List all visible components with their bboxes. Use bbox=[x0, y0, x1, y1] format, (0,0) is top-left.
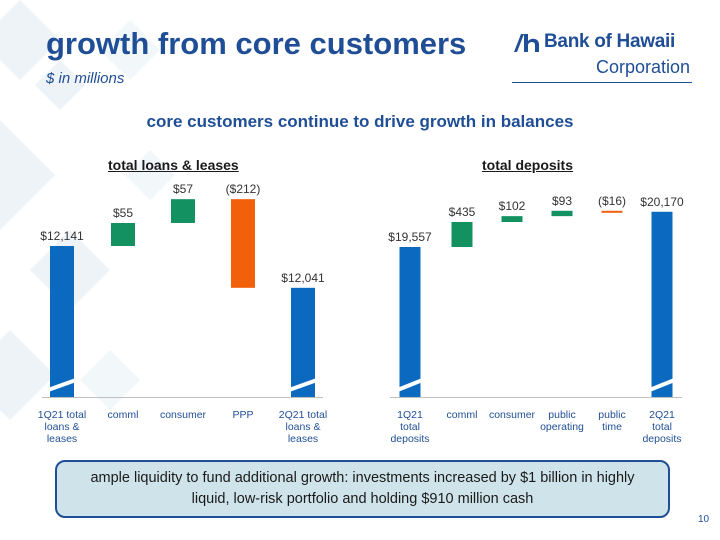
deposits-axis-break-0 bbox=[396, 378, 424, 392]
deposits-bar-5 bbox=[651, 211, 673, 397]
loans-bar-1 bbox=[111, 223, 135, 246]
loans-chart-title: total loans & leases bbox=[108, 157, 239, 173]
deposits-data-label-0: $19,557 bbox=[388, 230, 432, 244]
loans-data-label-0: $12,141 bbox=[40, 229, 84, 243]
deposits-category-label-4: public time bbox=[598, 409, 625, 433]
company-logo: Bank of Hawaii Corporation bbox=[512, 30, 692, 83]
logo-underline bbox=[512, 82, 692, 83]
loans-bar-4 bbox=[291, 287, 315, 397]
logo-name: Bank of Hawaii bbox=[544, 31, 675, 52]
bank-of-hawaii-logo-icon bbox=[514, 34, 539, 52]
slide-title: growth from core customers bbox=[46, 26, 467, 61]
deposits-category-label-5: 2Q21 total deposits bbox=[642, 409, 681, 445]
deposits-category-label-1: comml bbox=[447, 409, 478, 421]
page-number: 10 bbox=[698, 514, 710, 525]
deposits-data-label-3: $93 bbox=[552, 194, 572, 208]
loans-bar-3 bbox=[231, 199, 255, 288]
deposits-category-label-2: consumer bbox=[489, 409, 536, 421]
deposits-bar-4 bbox=[601, 210, 623, 213]
logo-corporation: Corporation bbox=[596, 57, 691, 77]
slide-subtitle: $ in millions bbox=[46, 70, 125, 87]
deposits-bar-0 bbox=[399, 247, 421, 397]
loans-axis-break-4 bbox=[288, 378, 318, 392]
deposits-data-label-5: $20,170 bbox=[640, 195, 684, 209]
loans-category-label-4: 2Q21 total loans & leases bbox=[279, 409, 327, 445]
callout-text: ample liquidity to fund additional growt… bbox=[90, 470, 635, 507]
deposits-bar-3 bbox=[551, 210, 573, 217]
deposits-axis-break-5 bbox=[648, 378, 676, 392]
loans-data-label-2: $57 bbox=[173, 182, 193, 196]
loans-category-label-1: comml bbox=[108, 409, 139, 421]
deposits-bar-1 bbox=[451, 222, 473, 247]
loans-axis-break-0 bbox=[47, 378, 77, 392]
deposits-category-label-3: public operating bbox=[540, 409, 584, 433]
deposits-bar-2 bbox=[501, 216, 523, 222]
loans-data-label-4: $12,041 bbox=[281, 271, 325, 285]
loans-data-label-3: ($212) bbox=[226, 182, 261, 196]
deposits-category-label-0: 1Q21 total deposits bbox=[390, 409, 429, 445]
loans-data-label-1: $55 bbox=[113, 206, 133, 220]
loans-category-label-3: PPP bbox=[232, 409, 253, 421]
loans-category-label-0: 1Q21 total loans & leases bbox=[38, 409, 86, 445]
deposits-data-label-2: $102 bbox=[499, 199, 526, 213]
deposits-data-label-1: $435 bbox=[449, 205, 476, 219]
deposits-data-label-4: ($16) bbox=[598, 194, 626, 208]
headline: core customers continue to drive growth … bbox=[146, 112, 574, 131]
loans-bar-2 bbox=[171, 199, 195, 223]
deposits-chart-title: total deposits bbox=[482, 157, 574, 173]
loans-category-label-2: consumer bbox=[160, 409, 207, 421]
waterfall-charts: $12,141 1Q21 total loans & leases $55 comml $5… bbox=[38, 182, 684, 445]
liquidity-callout: ample liquidity to fund additional growt… bbox=[55, 460, 670, 518]
loans-bar-0 bbox=[50, 246, 74, 397]
